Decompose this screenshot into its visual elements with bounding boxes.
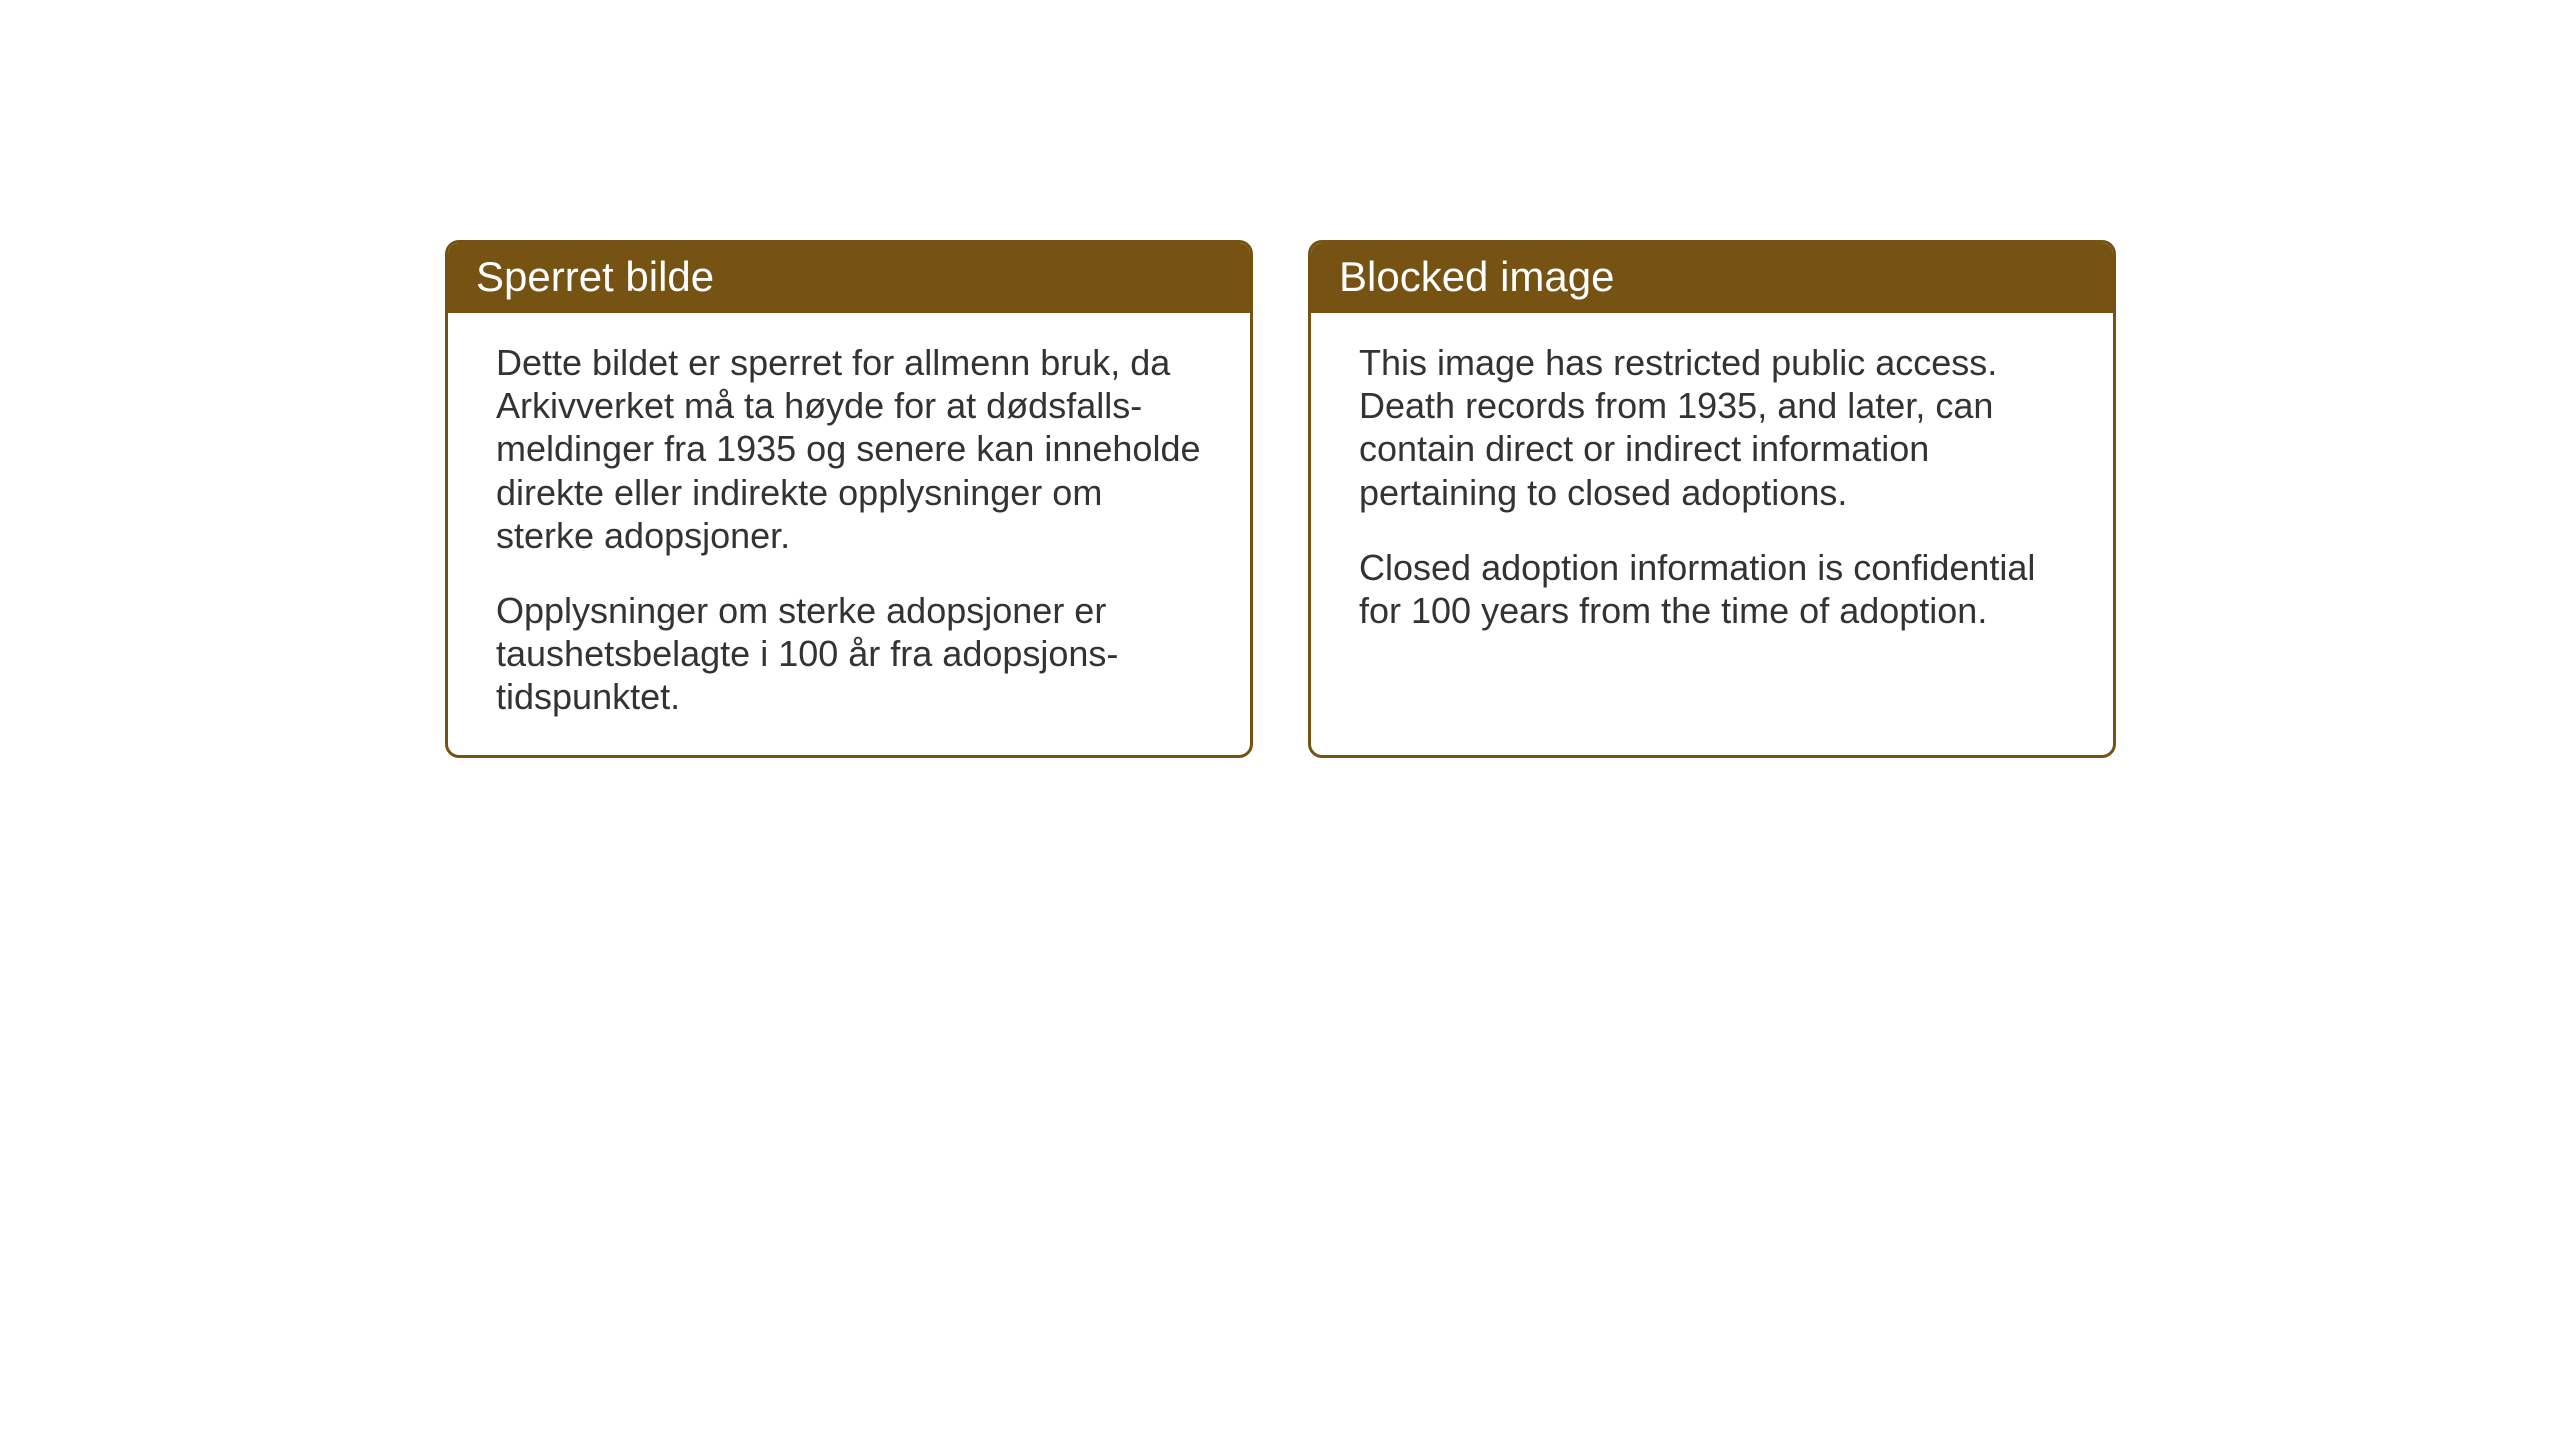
notice-title-english: Blocked image	[1311, 243, 2113, 313]
notice-paragraph-1-norwegian: Dette bildet er sperret for allmenn bruk…	[496, 341, 1202, 557]
notice-body-english: This image has restricted public access.…	[1311, 313, 2113, 668]
notice-paragraph-2-norwegian: Opplysninger om sterke adopsjoner er tau…	[496, 589, 1202, 719]
notice-container: Sperret bilde Dette bildet er sperret fo…	[445, 240, 2116, 758]
notice-card-english: Blocked image This image has restricted …	[1308, 240, 2116, 758]
notice-paragraph-1-english: This image has restricted public access.…	[1359, 341, 2065, 514]
notice-body-norwegian: Dette bildet er sperret for allmenn bruk…	[448, 313, 1250, 755]
notice-card-norwegian: Sperret bilde Dette bildet er sperret fo…	[445, 240, 1253, 758]
notice-paragraph-2-english: Closed adoption information is confident…	[1359, 546, 2065, 632]
notice-title-norwegian: Sperret bilde	[448, 243, 1250, 313]
